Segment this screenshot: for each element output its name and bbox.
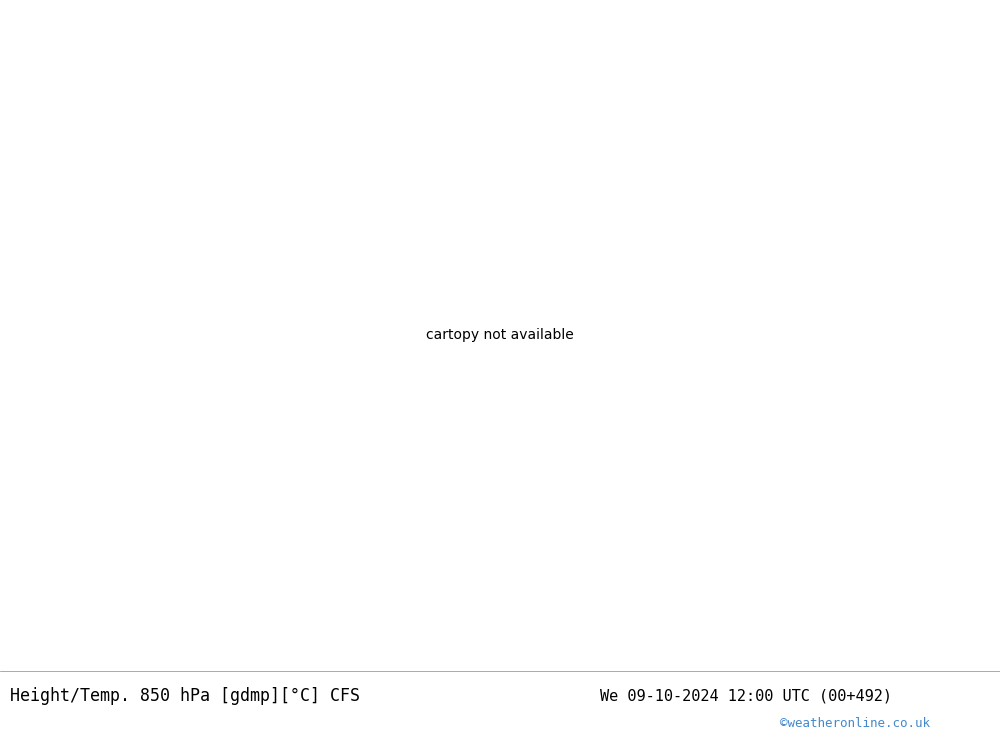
Text: cartopy not available: cartopy not available (426, 328, 574, 342)
Text: ©weatheronline.co.uk: ©weatheronline.co.uk (780, 717, 930, 730)
Text: Height/Temp. 850 hPa [gdmp][°C] CFS: Height/Temp. 850 hPa [gdmp][°C] CFS (10, 687, 360, 704)
Text: We 09-10-2024 12:00 UTC (00+492): We 09-10-2024 12:00 UTC (00+492) (600, 688, 892, 703)
